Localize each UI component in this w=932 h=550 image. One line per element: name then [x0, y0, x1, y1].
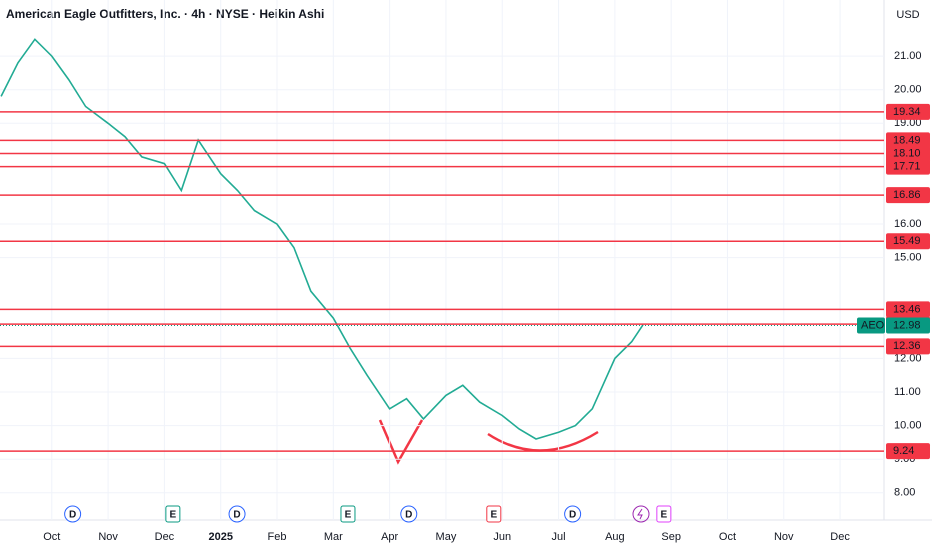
chart-title: American Eagle Outfitters, Inc. · 4h · N… — [6, 7, 324, 21]
event-marker[interactable] — [486, 505, 502, 523]
y-tick-label: 11.00 — [894, 386, 921, 398]
x-tick-label: Nov — [98, 531, 118, 543]
y-tick-label: 20.00 — [894, 84, 922, 96]
x-tick-label: Feb — [268, 531, 287, 543]
event-label: E — [661, 510, 668, 521]
level-label: 15.49 — [893, 235, 921, 247]
x-tick-label: Oct — [43, 531, 60, 543]
level-label-bg — [886, 233, 930, 250]
x-tick-label: Mar — [324, 531, 343, 543]
event-marker[interactable] — [400, 505, 418, 523]
event-label: D — [233, 510, 240, 521]
y-tick-label: 19.00 — [894, 117, 922, 129]
y-tick-label: 15.00 — [894, 252, 922, 264]
x-tick-label: Jul — [552, 531, 566, 543]
level-label: 12.36 — [893, 340, 921, 352]
level-label-bg — [886, 187, 930, 204]
y-tick-label: 10.00 — [894, 420, 922, 432]
level-label: 13.46 — [893, 303, 921, 315]
event-marker[interactable] — [64, 505, 82, 523]
last-price: 12.98 — [893, 319, 921, 331]
level-label: 9.24 — [893, 445, 914, 457]
event-marker[interactable] — [564, 505, 582, 523]
lightning — [637, 508, 643, 520]
event-marker[interactable] — [228, 505, 246, 523]
x-tick-label: Oct — [719, 531, 736, 543]
x-tick-label: Nov — [774, 531, 794, 543]
x-tick-label: Jun — [493, 531, 511, 543]
x-tick-label: Aug — [605, 531, 625, 543]
event-label: E — [490, 510, 497, 521]
level-label: 16.86 — [893, 189, 921, 201]
last-price-bg — [886, 317, 930, 334]
event-marker[interactable] — [656, 505, 672, 523]
x-tick-label: Apr — [381, 531, 398, 543]
event-label: E — [170, 510, 177, 521]
level-label-bg — [886, 145, 930, 162]
x-tick-label: May — [436, 531, 457, 543]
level-label-bg — [886, 103, 930, 120]
price-line — [0, 38, 644, 440]
event-marker[interactable] — [340, 505, 356, 523]
event-label: D — [405, 510, 412, 521]
x-tick-label: Dec — [830, 531, 850, 543]
level-label-bg — [886, 443, 930, 460]
x-tick-label: 2025 — [208, 531, 232, 543]
y-tick-label: 12.00 — [894, 352, 922, 364]
event-label: D — [69, 510, 76, 521]
level-label-bg — [886, 158, 930, 175]
event-marker[interactable] — [165, 505, 181, 523]
level-label: 18.49 — [893, 134, 921, 146]
level-label: 17.71 — [893, 161, 921, 173]
x-tick-label: Sep — [661, 531, 681, 543]
event-label: D — [569, 510, 576, 521]
annotation-v — [378, 419, 424, 465]
x-tick-label: Dec — [155, 531, 175, 543]
level-label-bg — [886, 132, 930, 149]
level-label-bg — [886, 338, 930, 355]
level-label: 19.34 — [893, 106, 921, 118]
event-label: E — [345, 510, 352, 521]
y-tick-label: 21.00 — [894, 50, 922, 62]
level-label-bg — [886, 301, 930, 318]
y-tick-label: 8.00 — [894, 487, 915, 499]
currency: USD — [896, 9, 919, 21]
symbol-bg — [857, 317, 885, 334]
y-tick-label: 16.00 — [894, 218, 922, 230]
event-icon[interactable] — [632, 505, 650, 523]
level-label: 18.10 — [893, 147, 921, 159]
symbol: AEO — [861, 319, 885, 331]
